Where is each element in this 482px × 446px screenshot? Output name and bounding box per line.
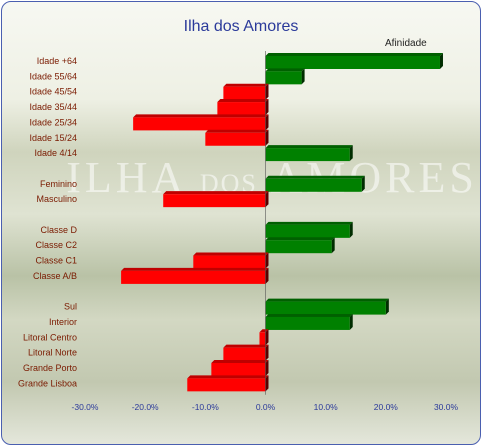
bar-top-face xyxy=(187,375,269,379)
bar-top-face xyxy=(205,129,269,133)
bar-side-face xyxy=(265,129,269,146)
bar-side-face xyxy=(385,298,389,315)
category-label: Classe A/B xyxy=(33,271,77,281)
category-label: Grande Porto xyxy=(23,363,77,373)
bar-top-face xyxy=(265,313,353,317)
bar xyxy=(265,224,350,238)
bar-side-face xyxy=(349,313,353,330)
bar-side-face xyxy=(265,329,269,346)
bar-top-face xyxy=(133,114,269,118)
category-label: Idade 25/34 xyxy=(29,117,77,127)
category-label: Idade 15/24 xyxy=(29,133,77,143)
bar-side-face xyxy=(301,68,305,85)
category-label: Idade 4/14 xyxy=(34,148,77,158)
bar-top-face xyxy=(265,68,305,72)
bar xyxy=(223,86,266,100)
bar-top-face xyxy=(223,344,269,348)
category-label: Litoral Centro xyxy=(23,332,77,342)
x-tick-label: 20.0% xyxy=(374,402,399,412)
bar-side-face xyxy=(265,267,269,284)
x-tick-label: 10.0% xyxy=(314,402,339,412)
bar-top-face xyxy=(193,252,269,256)
bar-top-face xyxy=(259,329,269,333)
bar-side-face xyxy=(265,360,269,376)
x-tick-label: 0.0% xyxy=(256,402,276,412)
bar xyxy=(265,301,386,315)
bar xyxy=(265,148,350,162)
bar xyxy=(265,316,350,330)
bar-side-face xyxy=(265,191,269,208)
x-tick-label: 30.0% xyxy=(434,402,459,412)
category-label: Idade +64 xyxy=(37,56,77,66)
bar-top-face xyxy=(211,360,269,363)
bar-top-face xyxy=(265,145,353,149)
bar-side-face xyxy=(265,344,269,361)
bar xyxy=(265,56,440,69)
category-label: Interior xyxy=(49,317,77,327)
bar-side-face xyxy=(349,145,353,162)
bar xyxy=(187,378,266,392)
bar-top-face xyxy=(163,191,269,195)
bar-top-face xyxy=(223,83,269,87)
bar-top-face xyxy=(217,99,269,103)
chart-title: Ilha dos Amores xyxy=(183,18,299,35)
category-label: Idade 35/44 xyxy=(29,102,77,112)
bar-side-face xyxy=(265,252,269,269)
bar-top-face xyxy=(265,53,443,56)
bar xyxy=(163,194,266,208)
bar xyxy=(121,270,266,284)
bar-side-face xyxy=(361,175,365,192)
bar-side-face xyxy=(331,237,335,254)
bar xyxy=(193,255,266,269)
bar xyxy=(265,71,302,85)
bar xyxy=(265,178,362,192)
category-label: Idade 45/54 xyxy=(29,87,77,97)
bar xyxy=(223,347,266,361)
bar-side-face xyxy=(265,114,269,131)
bar-top-face xyxy=(265,221,353,225)
category-label: Feminino xyxy=(40,179,77,189)
x-tick-label: -10.0% xyxy=(192,402,219,412)
category-label: Classe D xyxy=(40,225,77,235)
bar-top-face xyxy=(121,267,269,271)
bar xyxy=(133,117,266,131)
bar xyxy=(211,363,266,376)
category-label: Classe C2 xyxy=(35,240,77,250)
bar-side-face xyxy=(265,99,269,116)
category-label: Litoral Norte xyxy=(28,348,77,358)
bar-top-face xyxy=(265,298,389,302)
bar-top-face xyxy=(265,237,335,241)
bar xyxy=(259,332,266,346)
bar xyxy=(205,132,266,146)
bar-side-face xyxy=(265,375,269,392)
bar xyxy=(217,102,266,116)
category-label: Sul xyxy=(64,302,77,312)
x-tick-label: -30.0% xyxy=(72,402,99,412)
bar-side-face xyxy=(439,53,443,69)
category-label: Grande Lisboa xyxy=(18,378,77,388)
category-label: Masculino xyxy=(36,194,77,204)
legend-entry: Afinidade xyxy=(385,38,427,49)
bar xyxy=(265,240,332,254)
bar-side-face xyxy=(349,221,353,238)
bar-side-face xyxy=(265,83,269,100)
category-label: Classe C1 xyxy=(35,256,77,266)
bar-top-face xyxy=(265,175,365,179)
category-label: Idade 55/64 xyxy=(29,71,77,81)
x-tick-label: -20.0% xyxy=(132,402,159,412)
